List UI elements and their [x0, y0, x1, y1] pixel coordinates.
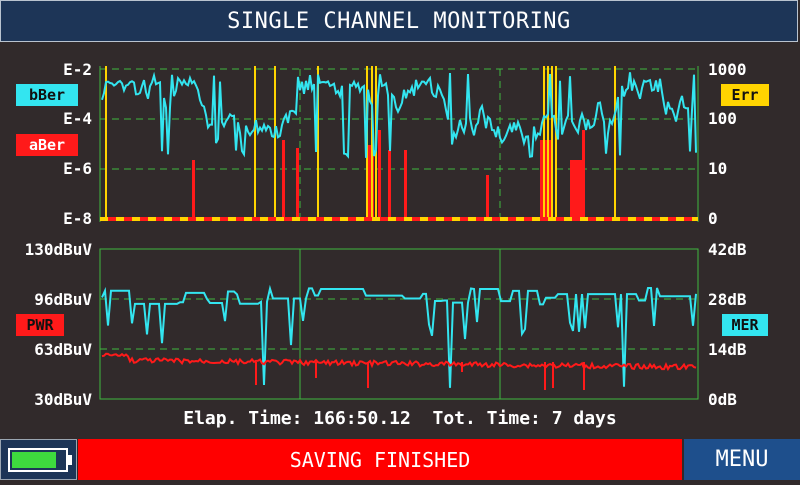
power-mer-frame	[99, 248, 699, 400]
mer-axis-tick: 28dB	[708, 290, 747, 309]
status-bar: SAVING FINISHED	[78, 439, 682, 480]
aber-bar	[192, 160, 195, 219]
err-legend-badge: Err	[721, 84, 769, 106]
err-axis-tick: 10	[708, 159, 728, 178]
elapsed-time-readout: Elap. Time: 166:50.12 Tot. Time: 7 days	[183, 408, 617, 429]
aber-bar	[296, 148, 299, 219]
aber-bar	[404, 150, 407, 219]
mer-axis-tick: 42dB	[708, 240, 747, 259]
aber-bar	[378, 130, 381, 219]
screen-title: SINGLE CHANNEL MONITORING	[0, 0, 798, 42]
menu-button[interactable]: MENU	[684, 439, 800, 480]
power-axis-tick: 63dBuV	[34, 340, 92, 359]
ber-axis-tick: E-6	[63, 159, 92, 178]
mer-axis-tick: 14dB	[708, 340, 747, 359]
aber-bar	[366, 145, 374, 219]
mer-axis-tick: 0dB	[708, 390, 737, 409]
power-mer-grid	[100, 298, 698, 350]
mer-legend-badge: MER	[722, 314, 768, 336]
mer-series-line	[101, 284, 697, 388]
power-axis-tick: 30dBuV	[34, 390, 92, 409]
battery-indicator	[0, 439, 77, 480]
aber-bar	[282, 140, 285, 219]
pwr-legend-badge: PWR	[16, 314, 64, 336]
aber-legend-badge: aBer	[16, 134, 78, 156]
aber-bar	[582, 130, 585, 219]
err-axis-tick: 1000	[708, 60, 747, 79]
ber-axis-tick: E-4	[63, 109, 92, 128]
ber-grid	[100, 68, 698, 219]
bber-legend-badge: bBer	[16, 84, 78, 106]
pwr-series-line	[101, 352, 697, 372]
power-axis-tick: 96dBuV	[34, 290, 92, 309]
bber-series-line	[101, 71, 697, 159]
err-axis-tick: 100	[708, 109, 737, 128]
aber-bar	[388, 150, 391, 219]
ber-axis-tick: E-8	[63, 209, 92, 228]
ber-axis-tick: E-2	[63, 60, 92, 79]
err-axis-tick: 0	[708, 209, 718, 228]
power-axis-tick: 130dBuV	[24, 240, 92, 259]
aber-bar	[486, 175, 489, 219]
battery-icon	[8, 448, 72, 472]
aber-bar	[570, 160, 582, 219]
